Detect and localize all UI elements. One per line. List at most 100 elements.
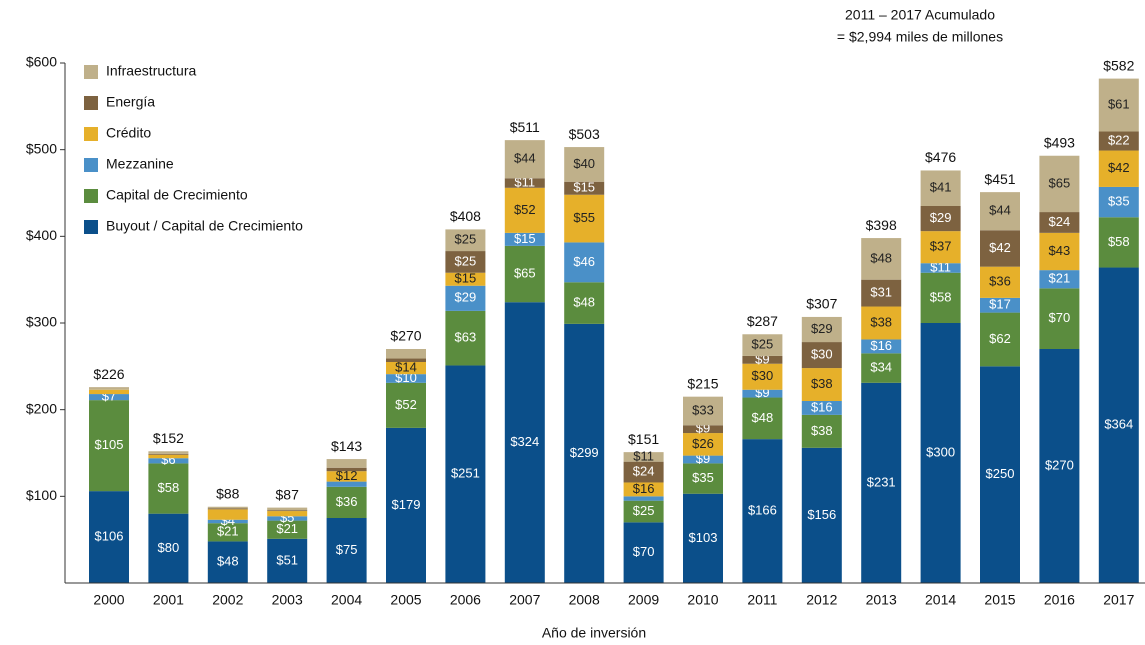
bar-segment: [980, 366, 1020, 583]
y-tick-label: $600: [26, 54, 57, 70]
bar-segment: [623, 522, 664, 583]
bar-segment: [89, 387, 129, 390]
data-label: $43: [1049, 243, 1071, 258]
x-axis-label: Año de inversión: [542, 625, 646, 641]
total-label: $215: [687, 375, 718, 391]
data-label: $40: [573, 156, 595, 171]
bar-segment: [623, 500, 664, 523]
data-label: $36: [989, 274, 1011, 289]
bar-segment: [504, 302, 545, 583]
bar-segment: [445, 229, 486, 252]
data-label: $12: [336, 468, 358, 483]
bar-segment: [920, 231, 961, 264]
bar-segment: [683, 493, 723, 583]
data-label: $364: [1104, 417, 1133, 432]
bar-segment: [148, 513, 189, 583]
legend-label: Mezzanine: [106, 156, 174, 172]
bar-segment: [564, 181, 605, 195]
data-label: $63: [455, 330, 477, 345]
annotation: 2011 – 2017 Acumulado: [845, 7, 995, 23]
data-label: $46: [573, 254, 595, 269]
bar-segment: [1098, 217, 1139, 268]
total-label: $143: [331, 438, 362, 454]
bar-segment: [861, 238, 902, 280]
bar-segment: [1039, 232, 1080, 271]
bar-segment: [564, 147, 605, 182]
total-label: $152: [153, 430, 184, 446]
data-label: $231: [867, 474, 896, 489]
data-label: $48: [752, 410, 774, 425]
legend-label: Infraestructura: [106, 63, 196, 79]
bar-segment: [920, 323, 961, 583]
bar-segment: [89, 394, 129, 401]
x-tick-label: 2003: [272, 592, 303, 608]
bar-segment: [267, 538, 308, 583]
data-label: $324: [510, 434, 539, 449]
data-label: $106: [95, 529, 124, 544]
bar-segment: [445, 251, 486, 273]
x-tick-label: 2016: [1044, 592, 1075, 608]
bar-segment: [564, 282, 605, 324]
bar-segment: [1098, 78, 1139, 132]
data-label: $300: [926, 444, 955, 459]
x-tick-label: 2006: [450, 592, 481, 608]
data-label: $37: [930, 239, 952, 254]
data-label: $16: [870, 338, 892, 353]
data-label: $61: [1108, 96, 1130, 111]
legend-swatch: [84, 127, 98, 141]
annotation: = $2,994 miles de millones: [837, 29, 1003, 45]
x-tick-label: 2011: [747, 592, 777, 608]
bar-segment: [267, 510, 308, 512]
bar-segment: [980, 192, 1020, 231]
data-label: $62: [989, 331, 1011, 346]
legend-label: Buyout / Capital de Crecimiento: [106, 218, 303, 234]
bar-segment: [89, 491, 129, 583]
y-tick-label: $100: [26, 487, 57, 503]
bar-segment: [801, 414, 842, 448]
bar-segment: [148, 451, 189, 454]
bar-segment: [445, 365, 486, 583]
data-label: $42: [989, 240, 1011, 255]
bar-segment: [504, 187, 545, 233]
bar-segment: [623, 461, 664, 483]
x-tick-label: 2007: [509, 592, 540, 608]
y-tick-label: $200: [26, 400, 57, 416]
total-label: $398: [866, 217, 897, 233]
bar-segment: [445, 285, 486, 311]
data-label: $25: [752, 337, 774, 352]
legend-label: Crédito: [106, 125, 151, 141]
bar-segment: [267, 520, 308, 539]
bar-segment: [980, 230, 1020, 267]
data-label: $48: [573, 295, 595, 310]
data-label: $48: [217, 554, 239, 569]
legend-swatch: [84, 96, 98, 110]
data-label: $30: [811, 347, 833, 362]
data-label: $52: [514, 202, 536, 217]
data-label: $33: [692, 402, 714, 417]
bar-segment: [1098, 131, 1139, 151]
x-tick-label: 2000: [93, 592, 124, 608]
data-label: $25: [633, 503, 655, 518]
total-label: $226: [93, 366, 124, 382]
legend-swatch: [84, 65, 98, 79]
data-label: $38: [811, 376, 833, 391]
x-tick-label: 2005: [390, 592, 421, 608]
data-label: $103: [689, 530, 718, 545]
data-label: $299: [570, 445, 599, 460]
bar-segment: [564, 242, 605, 283]
data-label: $21: [1049, 271, 1071, 286]
y-tick-label: $500: [26, 140, 57, 156]
data-label: $24: [1049, 214, 1071, 229]
legend-swatch: [84, 220, 98, 234]
x-tick-label: 2015: [984, 592, 1015, 608]
total-label: $511: [510, 119, 540, 135]
bar-segment: [326, 486, 367, 518]
total-label: $408: [450, 208, 481, 224]
total-label: $151: [628, 431, 659, 447]
data-label: $25: [455, 253, 477, 268]
bar-segment: [89, 389, 129, 395]
bar-segment: [801, 316, 842, 343]
data-label: $65: [514, 265, 536, 280]
data-label: $179: [392, 497, 421, 512]
